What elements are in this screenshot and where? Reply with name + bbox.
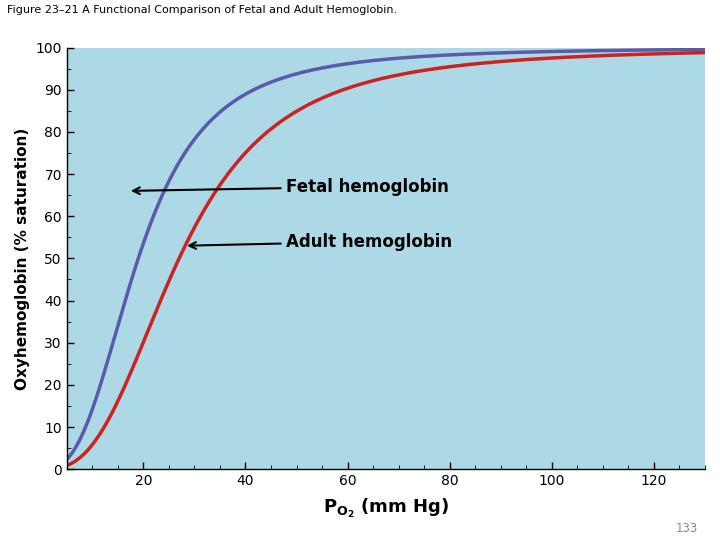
Text: Adult hemoglobin: Adult hemoglobin [189,233,452,251]
Text: Fetal hemoglobin: Fetal hemoglobin [133,178,449,195]
Y-axis label: Oxyhemoglobin (% saturation): Oxyhemoglobin (% saturation) [15,127,30,389]
Text: 133: 133 [676,522,698,535]
X-axis label: $\mathbf{P}$$_{\mathbf{O_2}}$ (mm Hg): $\mathbf{P}$$_{\mathbf{O_2}}$ (mm Hg) [323,496,449,519]
Text: Figure 23–21 A Functional Comparison of Fetal and Adult Hemoglobin.: Figure 23–21 A Functional Comparison of … [7,5,397,16]
